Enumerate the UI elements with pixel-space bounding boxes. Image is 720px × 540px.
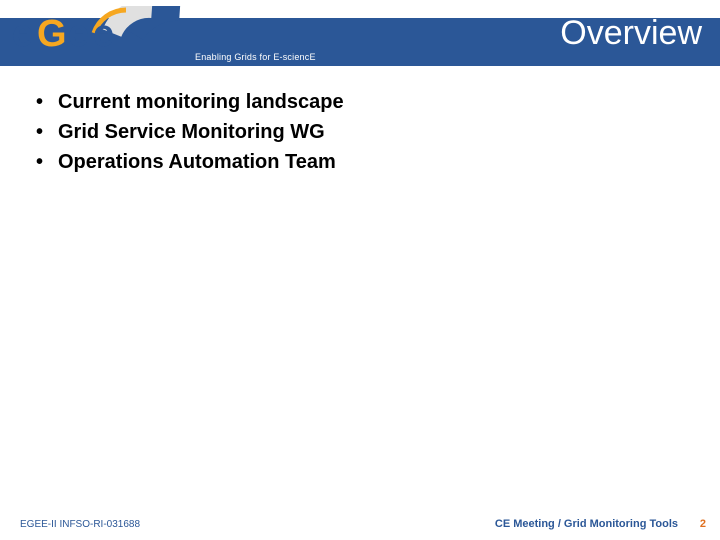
slide-header: e G e e Overview Enabling Grids for E-sc…	[0, 0, 720, 72]
bullet-list: Current monitoring landscape Grid Servic…	[28, 88, 688, 176]
slide-tagline: Enabling Grids for E-sciencE	[195, 52, 316, 62]
svg-text:G: G	[37, 13, 67, 55]
bullet-item: Operations Automation Team	[36, 148, 688, 176]
svg-text:e: e	[68, 13, 89, 55]
slide-footer: EGEE-II INFSO-RI-031688 CE Meeting / Gri…	[0, 510, 720, 530]
bullet-item: Grid Service Monitoring WG	[36, 118, 688, 146]
egee-logo: e G e e	[12, 6, 182, 60]
slide-title: Overview	[560, 14, 702, 53]
svg-text:e: e	[93, 13, 114, 55]
footer-page-number: 2	[700, 518, 706, 530]
slide-content: Current monitoring landscape Grid Servic…	[28, 88, 688, 178]
bullet-item: Current monitoring landscape	[36, 88, 688, 116]
footer-right-text: CE Meeting / Grid Monitoring Tools	[495, 518, 678, 530]
svg-text:e: e	[12, 13, 33, 55]
footer-left-text: EGEE-II INFSO-RI-031688	[20, 519, 140, 530]
